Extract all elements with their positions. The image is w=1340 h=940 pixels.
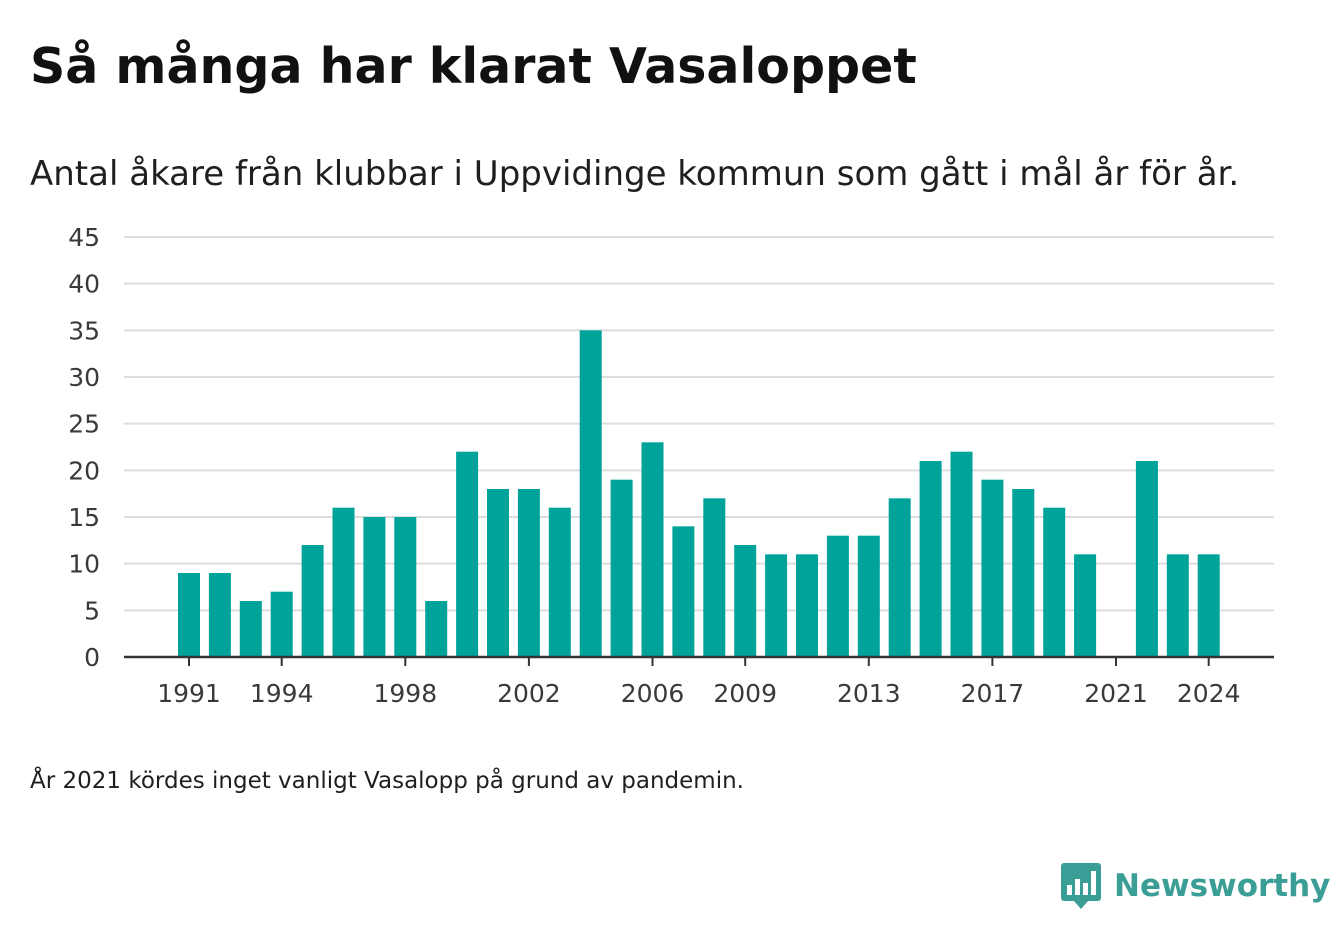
bar-2010 xyxy=(765,554,788,657)
bar-2003 xyxy=(548,507,571,657)
bar-2024 xyxy=(1197,554,1220,657)
x-tick-label: 2024 xyxy=(1177,679,1241,708)
y-tick-label: 40 xyxy=(68,270,100,299)
y-tick-label: 30 xyxy=(68,363,100,392)
bar-2023 xyxy=(1166,554,1189,657)
y-tick-label: 5 xyxy=(84,596,100,625)
newsworthy-logo-icon xyxy=(1061,863,1101,909)
y-tick-label: 20 xyxy=(68,456,100,485)
bar-2022 xyxy=(1135,461,1158,657)
bar-1992 xyxy=(208,573,231,657)
bar-1997 xyxy=(363,517,386,657)
bars xyxy=(178,330,1220,657)
y-tick-label: 35 xyxy=(68,316,100,345)
bar-1994 xyxy=(270,591,293,657)
y-axis-labels: 0 5 10 15 20 25 30 35 40 45 xyxy=(68,223,100,672)
x-tick-label: 2021 xyxy=(1084,679,1148,708)
x-axis-labels: 1991 1994 1998 2002 2006 2009 2013 2017 2021 2024 xyxy=(157,679,1240,708)
bar-2004 xyxy=(579,330,602,657)
x-axis xyxy=(124,655,1274,666)
footnote: År 2021 kördes inget vanligt Vasalopp på… xyxy=(30,768,744,794)
bar-1991 xyxy=(178,573,200,657)
brand-name: Newsworthy xyxy=(1114,868,1331,904)
bar-2000 xyxy=(456,451,479,657)
bar-2007 xyxy=(672,526,695,657)
bar-2019 xyxy=(1043,507,1066,657)
x-tick-label: 2002 xyxy=(497,679,561,708)
bar-2001 xyxy=(487,489,509,657)
bar-2017 xyxy=(981,479,1004,657)
bar-1993 xyxy=(239,601,262,657)
bar-2015 xyxy=(919,461,942,657)
x-tick-label: 2006 xyxy=(621,679,685,708)
y-tick-label: 10 xyxy=(68,550,100,579)
bar-1999 xyxy=(425,601,448,657)
bar-1995 xyxy=(301,545,324,657)
chart-subtitle: Antal åkare från klubbar i Uppvidinge ko… xyxy=(30,154,1240,194)
bar-2016 xyxy=(950,451,973,657)
bar-2011 xyxy=(796,554,818,657)
bar-chart: 0 5 10 15 20 25 30 35 40 45 1991 1994 1998 2002 2006 2… xyxy=(68,223,1274,708)
bar-2002 xyxy=(517,489,540,657)
x-tick-label: 2017 xyxy=(961,679,1025,708)
bar-2009 xyxy=(734,545,757,657)
y-tick-label: 25 xyxy=(68,410,100,439)
bar-2005 xyxy=(610,479,633,657)
gridlines xyxy=(124,236,1274,612)
x-tick-label: 1994 xyxy=(250,679,314,708)
y-tick-label: 0 xyxy=(84,643,100,672)
x-tick-label: 1998 xyxy=(373,679,437,708)
x-tick-label: 1991 xyxy=(157,679,221,708)
bar-1996 xyxy=(332,507,355,657)
bar-2018 xyxy=(1012,489,1035,657)
y-tick-label: 45 xyxy=(68,223,100,252)
bar-2006 xyxy=(641,442,664,657)
brand[interactable]: Newsworthy xyxy=(1060,860,1330,912)
bar-2013 xyxy=(857,535,880,657)
bar-2014 xyxy=(888,498,911,657)
bar-2012 xyxy=(826,535,849,657)
bar-2020 xyxy=(1074,554,1097,657)
x-tick-label: 2009 xyxy=(713,679,777,708)
y-tick-label: 15 xyxy=(68,503,100,532)
chart-title: Så många har klarat Vasaloppet xyxy=(30,38,917,95)
x-tick-label: 2013 xyxy=(837,679,901,708)
bar-2008 xyxy=(703,498,726,657)
bar-1998 xyxy=(394,517,417,657)
